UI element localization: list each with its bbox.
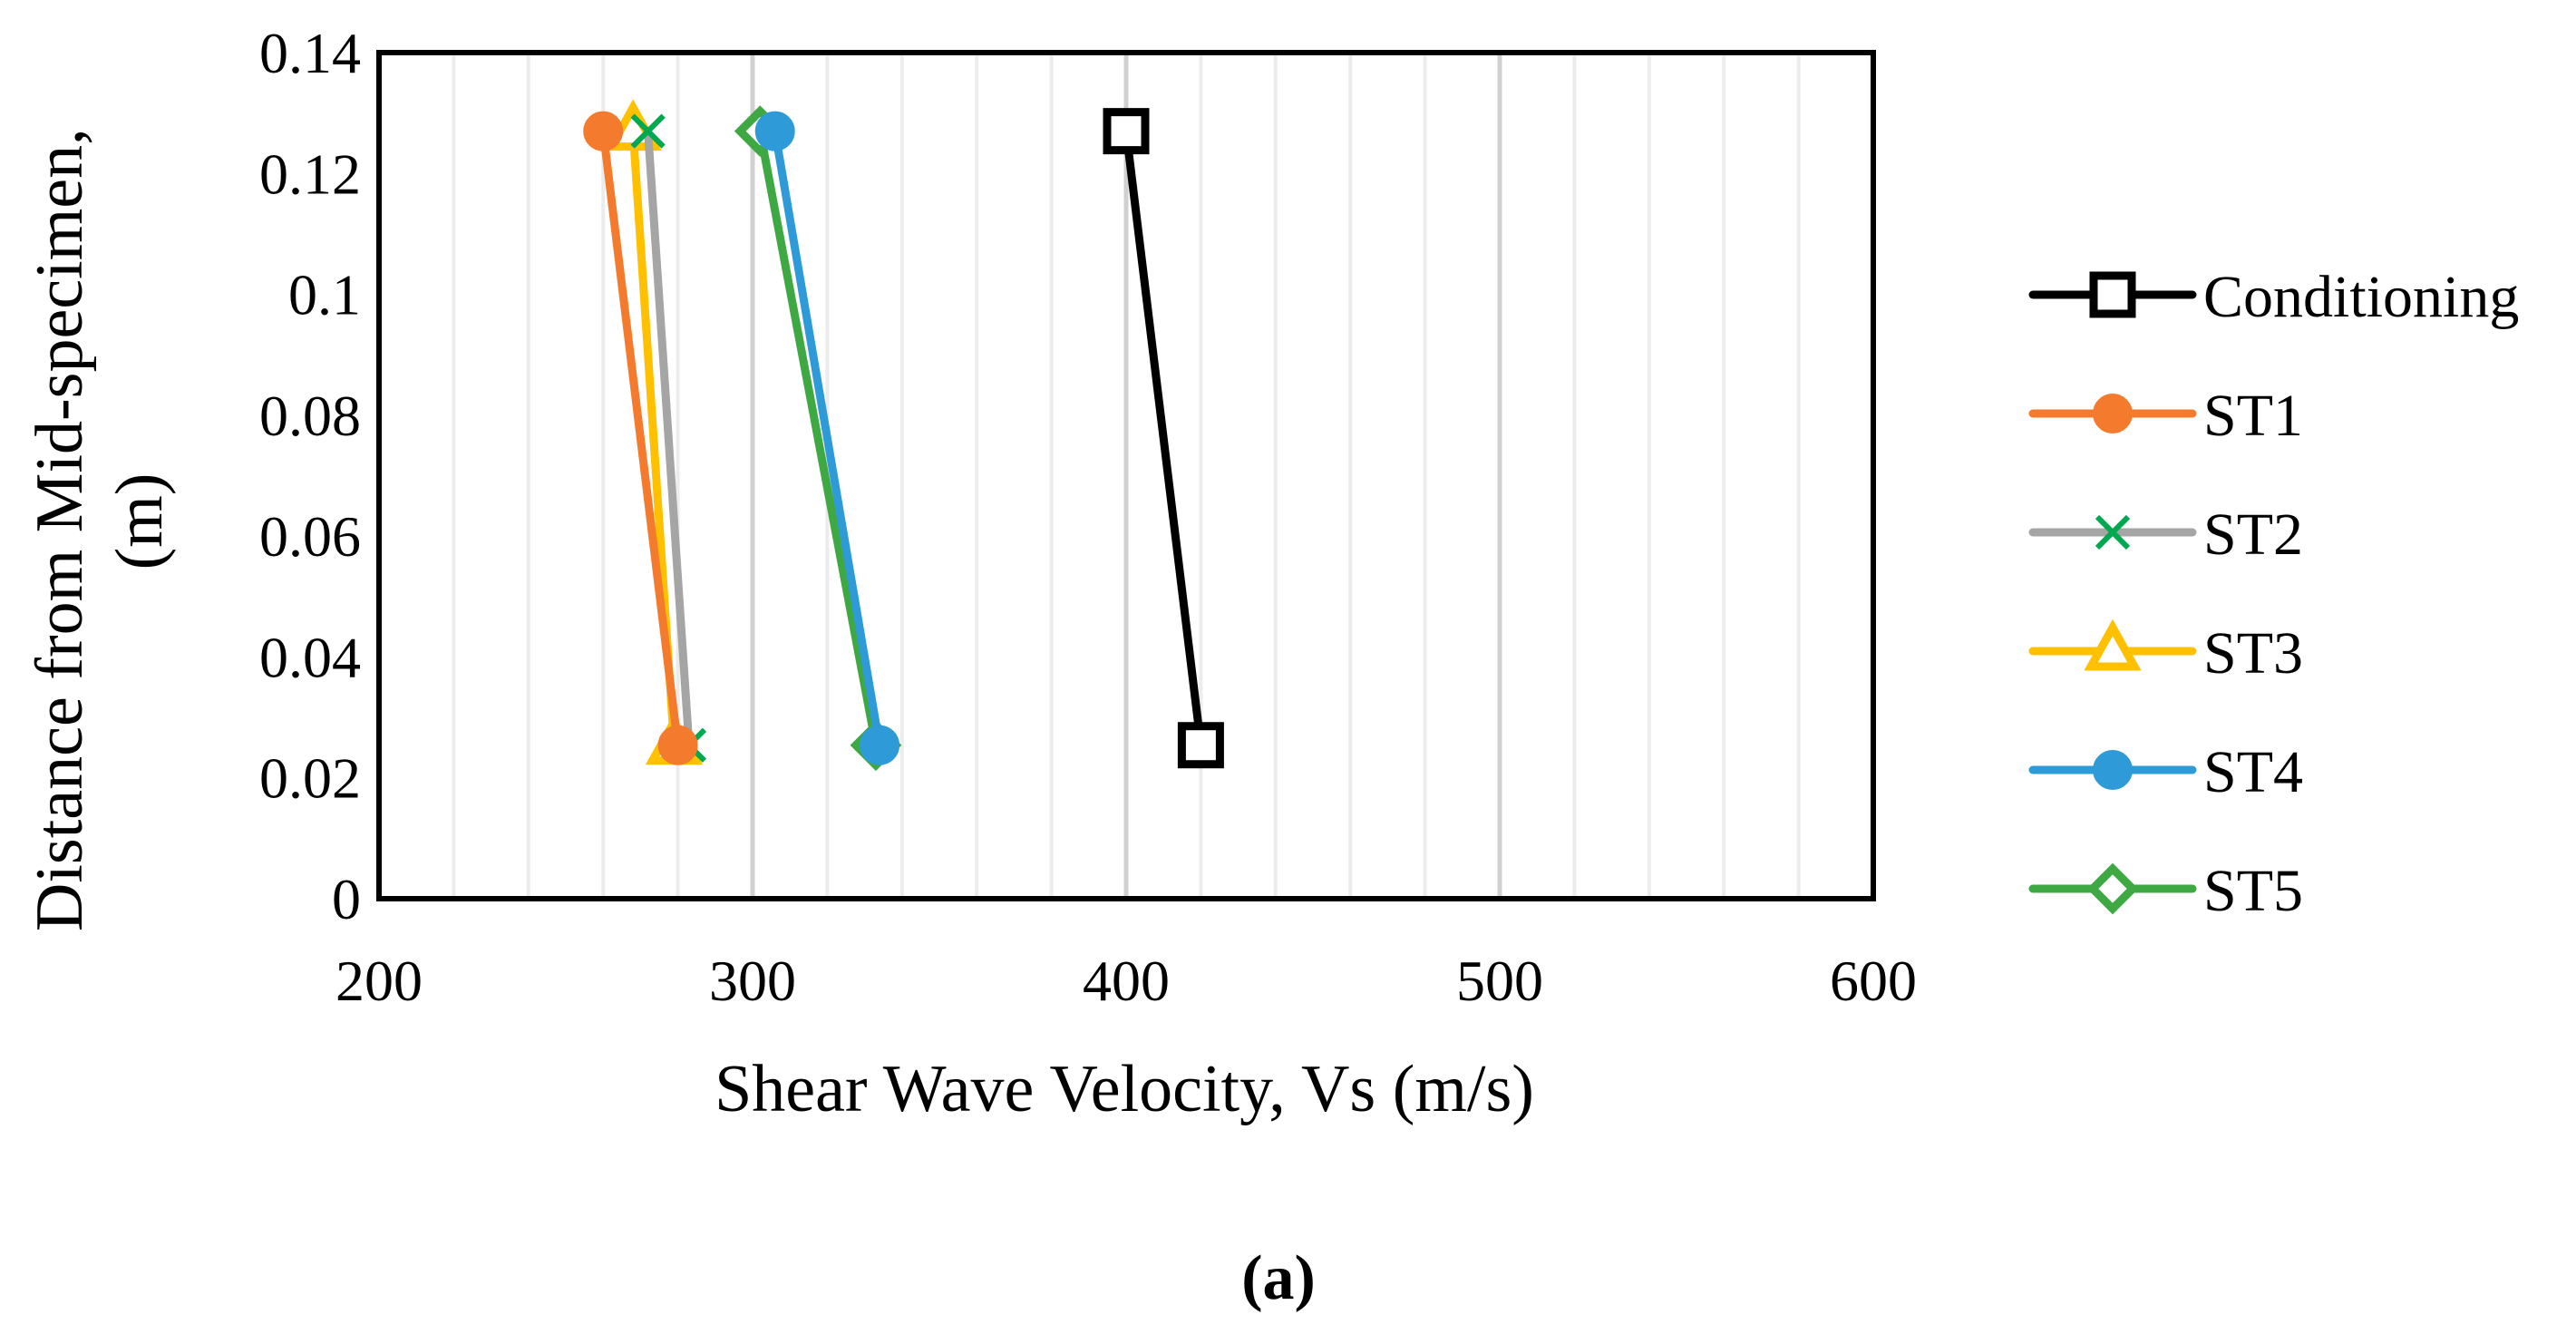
data-point-st4	[754, 111, 795, 151]
y-axis-title-line-1: Distance from Mid-specimen,	[23, 128, 97, 931]
series-line-st1	[598, 127, 683, 750]
x-tick-label: 200	[335, 949, 423, 1013]
legend-label-st2: ST2	[2203, 501, 2303, 568]
series-conditioning	[1103, 108, 1224, 769]
y-axis-title-line-2: (m)	[102, 473, 177, 570]
legend-item-st3: ST3	[2028, 618, 2303, 686]
x-tick-label: 600	[1830, 949, 1917, 1013]
y-tick-label: 0	[332, 867, 361, 931]
y-tick-label: 0.08	[259, 384, 361, 448]
legend-item-st4: ST4	[2028, 739, 2303, 805]
legend-item-st5: ST5	[2028, 858, 2303, 924]
grid-layer	[452, 53, 1801, 899]
figure-caption: (a)	[1241, 1243, 1316, 1313]
legend-marker-st4	[2093, 750, 2133, 790]
x-tick-label: 500	[1456, 949, 1543, 1013]
x-tick-label: 400	[1083, 949, 1170, 1013]
series-st4	[754, 111, 900, 765]
series-st5	[734, 105, 902, 772]
x-marker-stroke	[2095, 514, 2131, 550]
legend-label-st4: ST4	[2203, 739, 2303, 805]
legend-item-st2: ST2	[2028, 501, 2303, 568]
y-tick-label: 0.14	[259, 21, 361, 85]
y-tick-label: 0.1	[288, 263, 361, 327]
data-point-st2	[630, 113, 666, 149]
y-tick-label: 0.02	[259, 746, 361, 811]
legend-label-st1: ST1	[2203, 383, 2303, 449]
y-tick-label: 0.12	[259, 141, 361, 206]
series-line-st5	[755, 127, 880, 750]
data-point-st4	[860, 725, 900, 765]
legend-label-conditioning: Conditioning	[2203, 264, 2519, 330]
legend-marker-st5	[2086, 862, 2139, 915]
series-st1	[583, 111, 698, 765]
x-marker-stroke	[630, 113, 666, 149]
data-point-conditioning	[1103, 108, 1150, 155]
legend-label-st5: ST5	[2203, 858, 2303, 924]
data-point-st1	[657, 725, 698, 765]
plot-area-frame	[376, 50, 1876, 901]
legend-item-st1: ST1	[2028, 383, 2303, 449]
legend-marker-st1	[2093, 394, 2133, 433]
series-layer	[583, 99, 1224, 772]
x-axis-title: Shear Wave Velocity, Vs (m/s)	[714, 1052, 1534, 1126]
y-tick-label: 0.04	[259, 625, 361, 689]
legend-item-conditioning: Conditioning	[2028, 264, 2519, 330]
series-line-conditioning	[1122, 127, 1205, 750]
legend-marker-st2	[2095, 514, 2131, 550]
y-tick-label: 0.06	[259, 504, 361, 569]
legend-marker-conditioning	[2089, 271, 2136, 318]
y-axis-title: Distance from Mid-specimen, (m)	[23, 112, 177, 931]
legend-marker-st3	[2084, 618, 2142, 671]
series-line-st2	[644, 127, 694, 750]
legend-label-st3: ST3	[2203, 620, 2303, 686]
tick-label-layer: 200 300 400 500 600 0 0.02 0.04 0.06 0.08 0.1 0.12 0…	[259, 21, 1917, 1013]
data-point-st1	[583, 111, 624, 151]
series-line-st4	[771, 127, 884, 750]
data-point-conditioning	[1177, 722, 1224, 769]
legend: Conditioning ST1 ST2 ST3 ST4 ST5	[2028, 264, 2519, 924]
x-tick-label: 300	[709, 949, 796, 1013]
